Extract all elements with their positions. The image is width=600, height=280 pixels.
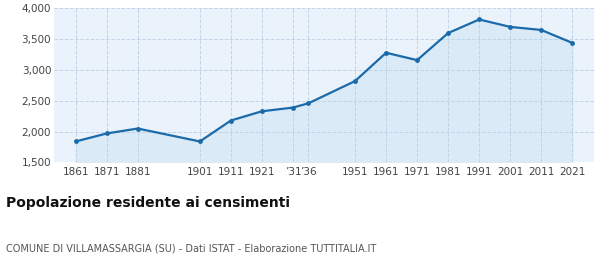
Text: COMUNE DI VILLAMASSARGIA (SU) - Dati ISTAT - Elaborazione TUTTITALIA.IT: COMUNE DI VILLAMASSARGIA (SU) - Dati IST… bbox=[6, 244, 376, 254]
Text: Popolazione residente ai censimenti: Popolazione residente ai censimenti bbox=[6, 196, 290, 210]
